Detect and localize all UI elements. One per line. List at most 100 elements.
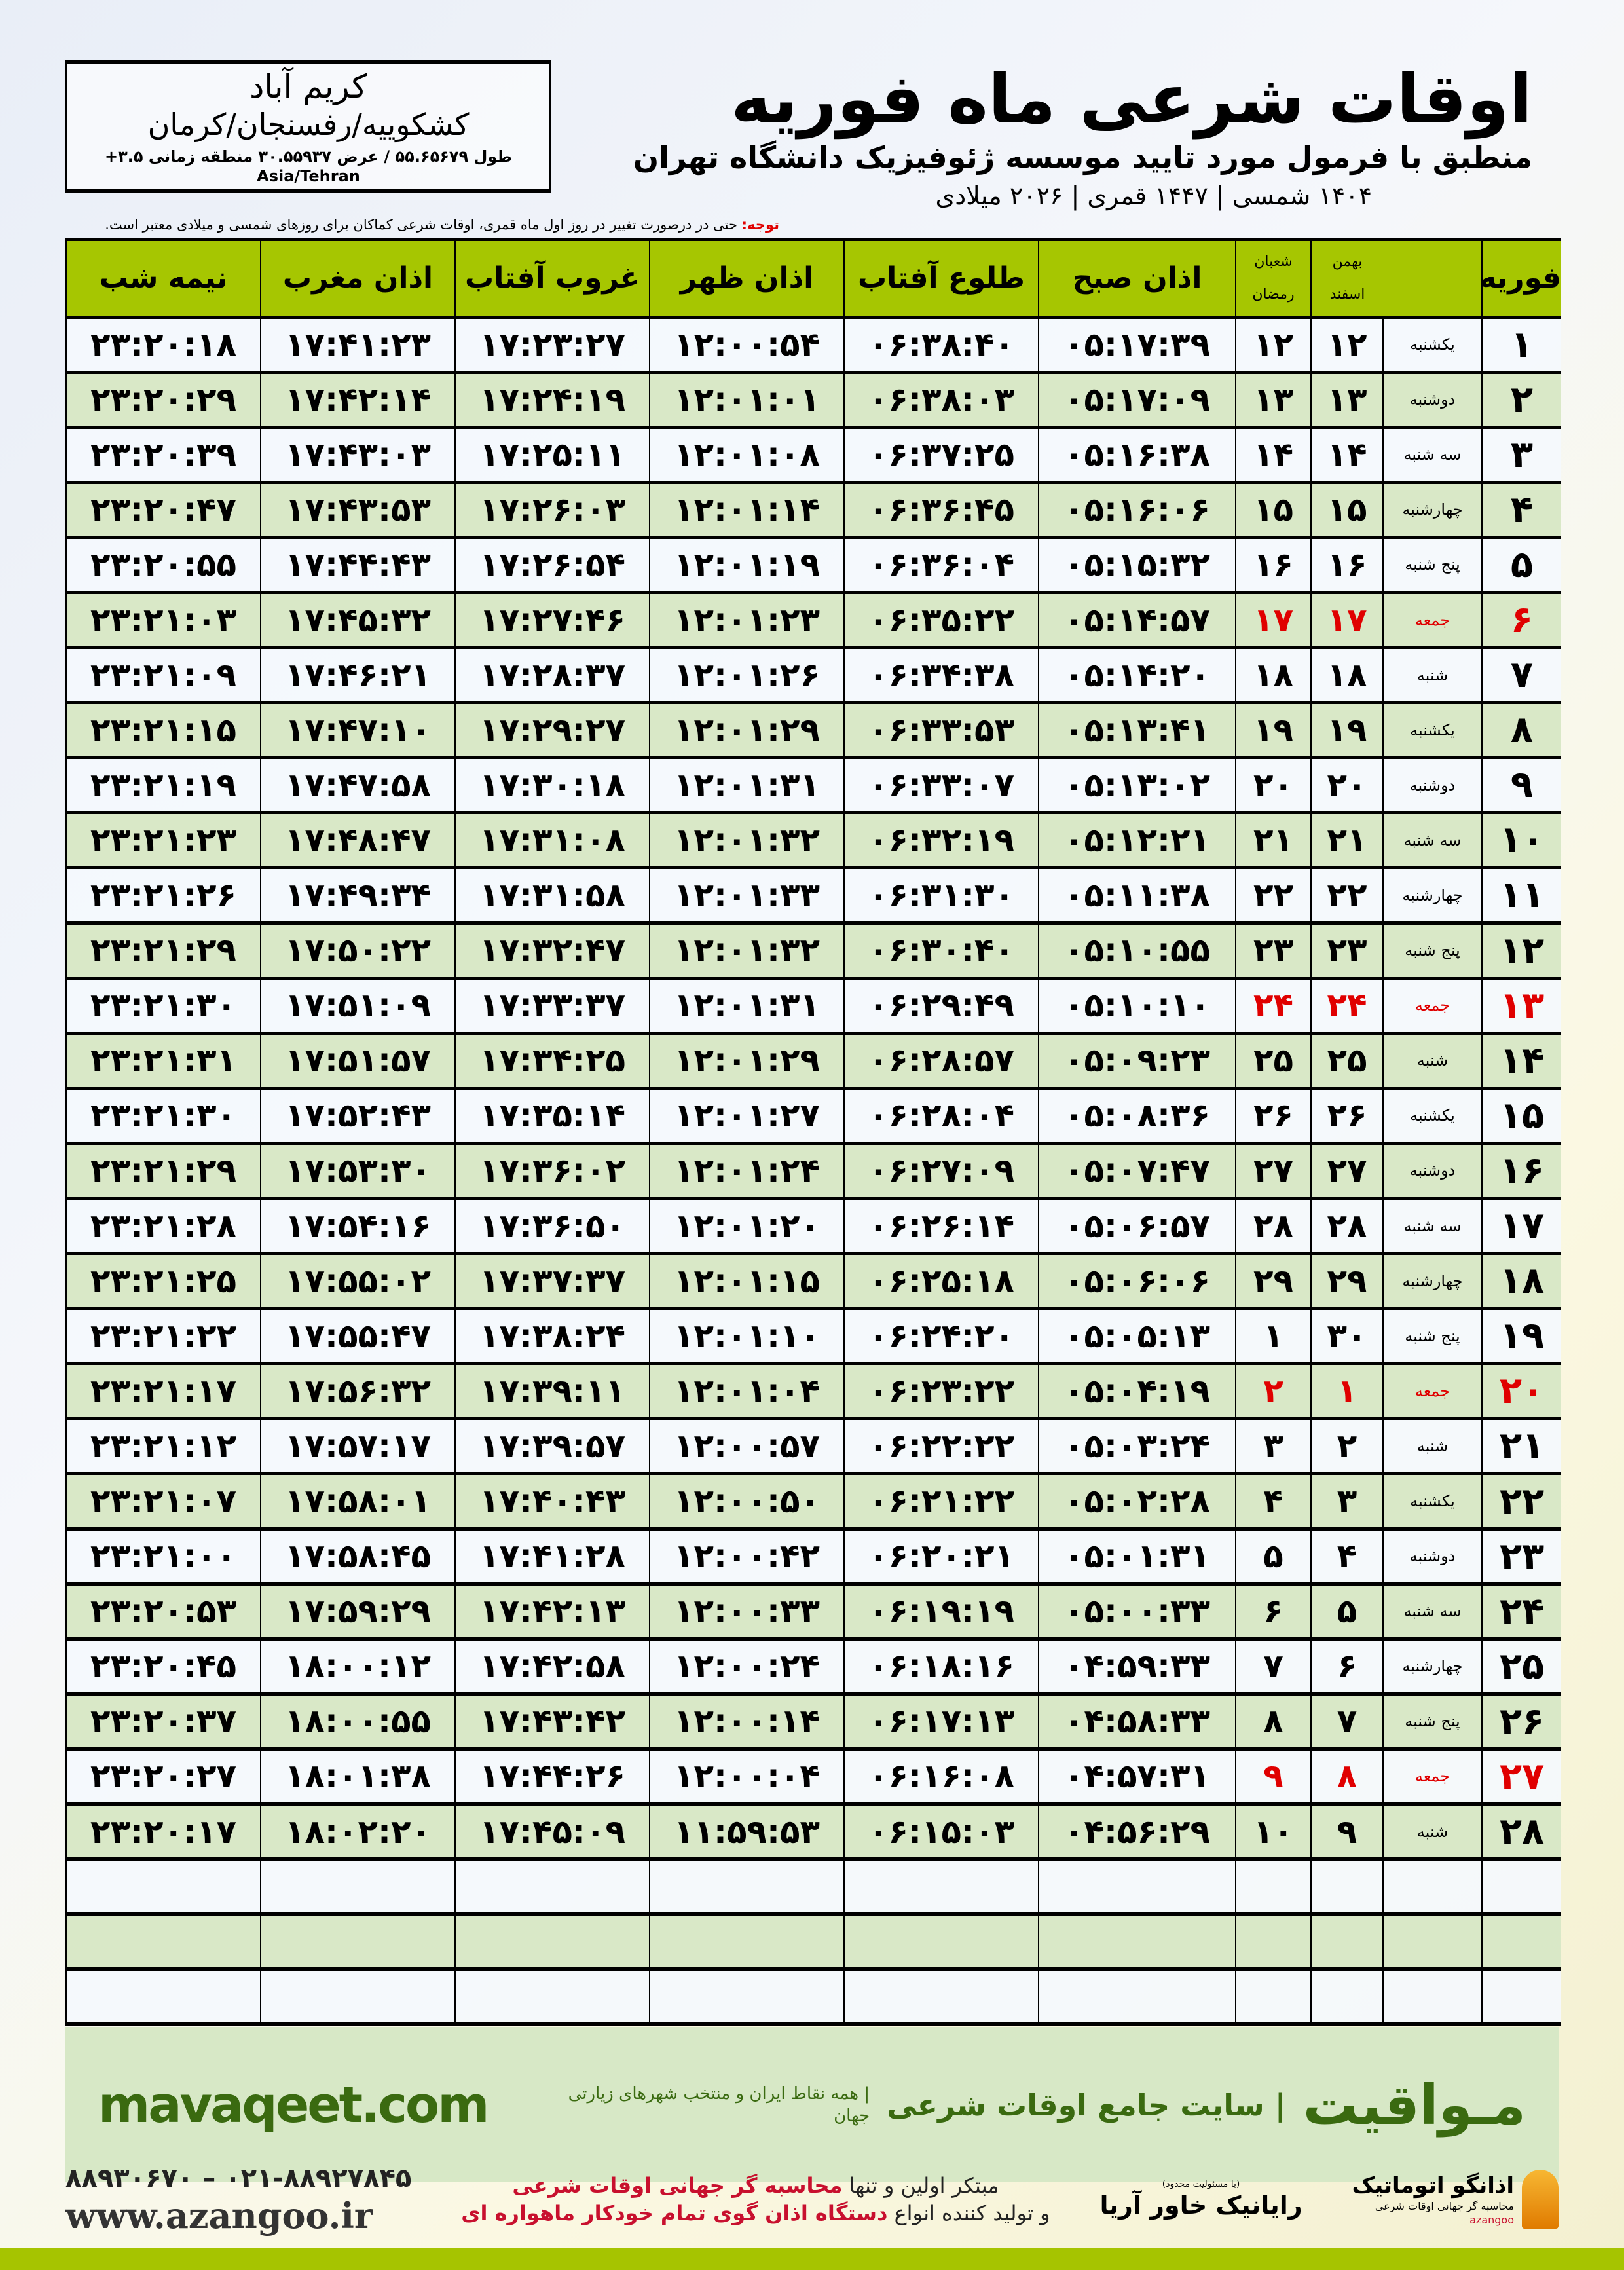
table-row: ۷ شنبه ۱۸ ۱۸ ۰۵:۱۴:۲۰ ۰۶:۳۴:۳۸ ۱۲:۰۱:۲۶ ۱۷:۲۸:۳… <box>65 647 1561 705</box>
fajr-time: ۰۵:۰۲:۲۸ <box>1038 1473 1236 1531</box>
rayanik-logo: (با مسئولیت محدود) رایانیک خاور آریا <box>1099 2178 1302 2220</box>
sunrise-time: ۰۶:۳۰:۴۰ <box>843 923 1039 980</box>
sunset-time: ۱۷:۲۶:۵۴ <box>454 537 650 594</box>
header-shamsi-bottom: اسفند <box>1329 286 1365 303</box>
promo-1a: مبتکر اولین و تنها <box>842 2173 999 2198</box>
midnight-time: ۲۳:۲۱:۲۶ <box>65 867 261 925</box>
sunrise-time: ۰۶:۲۱:۲۲ <box>843 1473 1039 1531</box>
header-qamari-bottom: رمضان <box>1252 286 1295 303</box>
maghrib-time: ۱۷:۵۵:۰۲ <box>260 1253 455 1311</box>
day-number: ۲۲ <box>1481 1473 1561 1531</box>
weekday: سه شنبه <box>1382 1198 1482 1256</box>
promo-2b: دستگاه اذان گوی تمام خودکار ماهواره ای <box>461 2201 888 2225</box>
weekday: سه شنبه <box>1382 1584 1482 1641</box>
weekday: شنبه <box>1382 1418 1482 1476</box>
weekday: پنج شنبه <box>1382 1308 1482 1366</box>
shamsi-day: ۱۹ <box>1310 702 1383 760</box>
header-qamari: شعبان رمضان <box>1235 238 1311 319</box>
dhuhr-time: ۱۲:۰۱:۳۱ <box>649 978 844 1035</box>
maghrib-time: ۱۷:۴۲:۱۴ <box>260 372 455 429</box>
sunset-time: ۱۷:۳۱:۰۸ <box>454 812 650 870</box>
fajr-time: ۰۵:۰۸:۳۶ <box>1038 1088 1236 1145</box>
empty-row <box>65 1969 1561 2026</box>
sunrise-time: ۰۶:۱۶:۰۸ <box>843 1749 1039 1806</box>
promo-1b: محاسبه گر جهانی اوقات شرعی <box>512 2173 843 2198</box>
fajr-time: ۰۴:۵۷:۳۱ <box>1038 1749 1236 1806</box>
sunrise-time: ۰۶:۳۵:۲۲ <box>843 592 1039 650</box>
maghrib-time: ۱۷:۴۶:۲۱ <box>260 647 455 705</box>
table-row: ۴ چهارشنبه ۱۵ ۱۵ ۰۵:۱۶:۰۶ ۰۶:۳۶:۴۵ ۱۲:۰۱:۱۴ ۱۷:… <box>65 482 1561 539</box>
midnight-time: ۲۳:۲۱:۰۷ <box>65 1473 261 1531</box>
fajr-time: ۰۵:۱۱:۳۸ <box>1038 867 1236 925</box>
sunset-time: ۱۷:۳۴:۲۵ <box>454 1033 650 1090</box>
maghrib-time: ۱۷:۵۵:۴۷ <box>260 1308 455 1366</box>
azangoo-url[interactable]: www.azangoo.ir <box>65 2195 373 2237</box>
fajr-time: ۰۵:۱۴:۵۷ <box>1038 592 1236 650</box>
maghrib-time: ۱۷:۵۰:۲۲ <box>260 923 455 980</box>
qamari-day: ۱۳ <box>1235 372 1311 429</box>
weekday: دوشنبه <box>1382 372 1482 429</box>
day-number: ۱۲ <box>1481 923 1561 980</box>
shamsi-day: ۱۷ <box>1310 592 1383 650</box>
sunset-time: ۱۷:۳۸:۲۴ <box>454 1308 650 1366</box>
fajr-time: ۰۵:۱۶:۰۶ <box>1038 482 1236 539</box>
shamsi-day: ۲۸ <box>1310 1198 1383 1256</box>
weekday: شنبه <box>1382 1804 1482 1861</box>
dhuhr-time: ۱۲:۰۱:۰۸ <box>649 427 844 484</box>
dhuhr-time: ۱۲:۰۱:۲۷ <box>649 1088 844 1145</box>
table-row: ۲۱ شنبه ۲ ۳ ۰۵:۰۳:۲۴ ۰۶:۲۲:۲۲ ۱۲:۰۰:۵۷ ۱۷:۳۹:۵۷… <box>65 1418 1561 1476</box>
table-row: ۹ دوشنبه ۲۰ ۲۰ ۰۵:۱۳:۰۲ ۰۶:۳۳:۰۷ ۱۲:۰۱:۳۱ ۱۷:۳۰… <box>65 757 1561 815</box>
sunset-time: ۱۷:۳۶:۵۰ <box>454 1198 650 1256</box>
weekday: یکشنبه <box>1382 317 1482 374</box>
midnight-time: ۲۳:۲۰:۴۵ <box>65 1639 261 1696</box>
day-number <box>1481 1914 1561 1971</box>
dhuhr-time: ۱۲:۰۱:۳۳ <box>649 867 844 925</box>
sunset-time: ۱۷:۳۰:۱۸ <box>454 757 650 815</box>
shamsi-day: ۱۵ <box>1310 482 1383 539</box>
shamsi-day: ۲۲ <box>1310 867 1383 925</box>
qamari-day: ۲۸ <box>1235 1198 1311 1256</box>
weekday: جمعه <box>1382 1363 1482 1421</box>
day-number: ۶ <box>1481 592 1561 650</box>
day-number: ۵ <box>1481 537 1561 594</box>
shamsi-day <box>1310 1969 1383 2026</box>
dhuhr-time: ۱۲:۰۱:۲۹ <box>649 702 844 760</box>
dhuhr-time: ۱۱:۵۹:۵۳ <box>649 1804 844 1861</box>
maghrib-time: ۱۸:۰۲:۲۰ <box>260 1804 455 1861</box>
day-number: ۱۱ <box>1481 867 1561 925</box>
qamari-day: ۴ <box>1235 1473 1311 1531</box>
weekday: چهارشنبه <box>1382 867 1482 925</box>
sunrise-time: ۰۶:۲۰:۲۱ <box>843 1529 1039 1586</box>
day-number: ۱۰ <box>1481 812 1561 870</box>
qamari-day: ۲۵ <box>1235 1033 1311 1090</box>
table-row: ۵ پنج شنبه ۱۶ ۱۶ ۰۵:۱۵:۳۲ ۰۶:۳۶:۰۴ ۱۲:۰۱:۱۹ ۱۷:… <box>65 537 1561 594</box>
weekday <box>1382 1969 1482 2026</box>
sunset-time: ۱۷:۴۱:۲۸ <box>454 1529 650 1586</box>
weekday: چهارشنبه <box>1382 1253 1482 1311</box>
dhuhr-time: ۱۲:۰۰:۲۴ <box>649 1639 844 1696</box>
table-row: ۱۹ پنج شنبه ۳۰ ۱ ۰۵:۰۵:۱۳ ۰۶:۲۴:۲۰ ۱۲:۰۱:۱۰ ۱۷:… <box>65 1308 1561 1366</box>
qamari-day: ۵ <box>1235 1529 1311 1586</box>
sunset-time: ۱۷:۳۹:۱۱ <box>454 1363 650 1421</box>
page-subtitle: منطبق با فرمول مورد تایید موسسه ژئوفیزیک… <box>633 140 1532 175</box>
fajr-time: ۰۵:۱۰:۵۵ <box>1038 923 1236 980</box>
maghrib-time: ۱۷:۴۵:۳۲ <box>260 592 455 650</box>
header-qamari-top: شعبان <box>1254 253 1293 270</box>
fajr-time: ۰۴:۵۶:۲۹ <box>1038 1804 1236 1861</box>
sunrise-time: ۰۶:۳۷:۲۵ <box>843 427 1039 484</box>
maghrib-time: ۱۷:۵۴:۱۶ <box>260 1198 455 1256</box>
dhuhr-time: ۱۲:۰۱:۱۴ <box>649 482 844 539</box>
prayer-times-table: فوریه بهمن اسفند شعبان رمضان اذان صبح طلوع… <box>65 238 1561 2026</box>
maghrib-time: ۱۷:۵۲:۴۳ <box>260 1088 455 1145</box>
weekday <box>1382 1914 1482 1971</box>
contact-block: ۰۲۱-۸۸۹۲۷۸۴۵ – ۸۸۹۳۰۶۷۰ www.azangoo.ir <box>65 2162 411 2237</box>
qamari-day: ۱۵ <box>1235 482 1311 539</box>
fajr-time: ۰۵:۱۷:۰۹ <box>1038 372 1236 429</box>
shamsi-day: ۲ <box>1310 1418 1383 1476</box>
mavaqeet-url[interactable]: mavaqeet.com <box>98 2075 489 2134</box>
midnight-time: ۲۳:۲۰:۵۳ <box>65 1584 261 1641</box>
maghrib-time: ۱۷:۴۷:۵۸ <box>260 757 455 815</box>
mavaqeet-subtagline: | همه نقاط ایران و منتخب شهرهای زیارتی ج… <box>568 2083 870 2126</box>
sunrise-time: ۰۶:۳۲:۱۹ <box>843 812 1039 870</box>
maghrib-time: ۱۷:۴۹:۳۴ <box>260 867 455 925</box>
